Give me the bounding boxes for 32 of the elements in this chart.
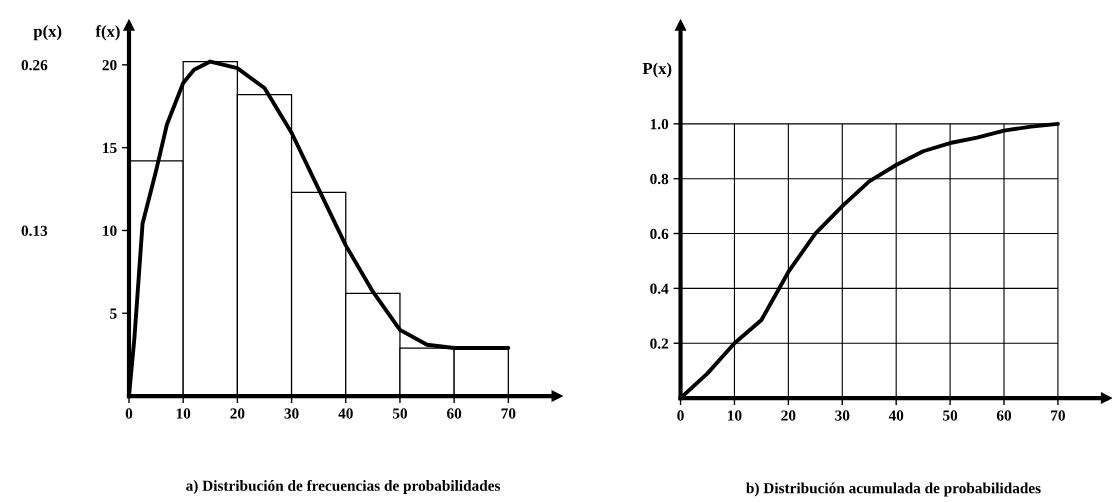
x-tick-label: 20 xyxy=(781,410,796,421)
x-tick-label: 70 xyxy=(1051,410,1065,421)
x-tick-label: 0 xyxy=(677,410,684,421)
x-tick-label: 40 xyxy=(338,408,353,419)
text: b) Distribución acumulada de probabilidades xyxy=(746,482,1041,497)
y-tick-label: 15 xyxy=(103,142,117,154)
x-tick-label: 20 xyxy=(230,408,245,419)
y-tick-label: 0.6 xyxy=(650,228,669,240)
y-tick-label: 0.2 xyxy=(650,338,669,349)
x-tick-label: 70 xyxy=(501,408,516,419)
y2-tick-label: 0.26 xyxy=(21,59,48,71)
text: a) Distribución de frecuencias de probabilidades xyxy=(186,479,501,494)
x-tick-label: 60 xyxy=(447,408,462,419)
y-tick-label: 5 xyxy=(110,308,117,319)
x-tick-label: 60 xyxy=(996,410,1012,421)
y-axis-title: f(x) xyxy=(95,25,120,41)
y-tick-label: 10 xyxy=(103,225,117,236)
x-tick-label: 50 xyxy=(943,410,958,421)
y2-axis-title: p(x) xyxy=(33,25,62,41)
y-axis-title: P(x) xyxy=(642,62,672,78)
y-tick-label: 0.8 xyxy=(650,173,669,185)
x-tick-label: 10 xyxy=(728,410,742,421)
y2-tick-label: 0.13 xyxy=(21,225,48,236)
x-tick-label: 50 xyxy=(392,408,408,419)
x-tick-label: 0 xyxy=(125,408,133,419)
x-tick-label: 40 xyxy=(888,410,904,421)
x-tick-label: 30 xyxy=(284,408,299,419)
x-tick-label: 30 xyxy=(835,410,850,421)
x-tick-label: 10 xyxy=(176,408,191,419)
y-tick-label: 0.4 xyxy=(650,283,669,294)
y-tick-label: 1.0 xyxy=(650,118,669,130)
y-tick-label: 20 xyxy=(102,59,117,71)
